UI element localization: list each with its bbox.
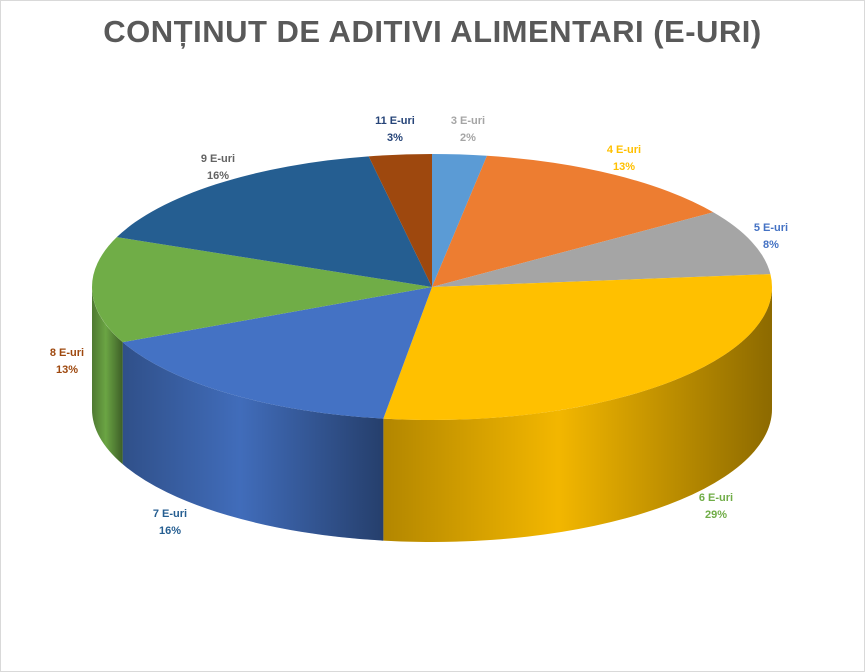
pie-slice-3-e-uri[interactable] xyxy=(432,154,487,287)
data-label-percent-8: 3% xyxy=(387,132,403,144)
data-label-name-5: 7 E-uri xyxy=(153,508,187,520)
data-label-percent-5: 16% xyxy=(159,525,181,537)
pie-slice-7-e-uri[interactable] xyxy=(122,287,433,419)
pie-side-shade-5 xyxy=(122,342,384,541)
data-label-name-2: 4 E-uri xyxy=(607,144,641,156)
data-label-name-7: 9 E-uri xyxy=(201,153,235,165)
pie-side-shade-6 xyxy=(92,287,123,465)
pie-slice-4-e-uri[interactable] xyxy=(432,155,714,287)
pie-slice-11-e-uri[interactable] xyxy=(368,154,432,287)
data-label-name-1: 3 E-uri xyxy=(451,115,485,127)
data-label-name-8: 11 E-uri xyxy=(375,115,415,127)
data-label-percent-6: 13% xyxy=(56,364,78,376)
pie-slice-8-e-uri[interactable] xyxy=(92,237,432,343)
data-labels: 3 E-uri 2% 4 E-uri 13% 5 E-uri 8% 6 E-uri 29% 7 … xyxy=(50,115,788,537)
data-label-percent-7: 16% xyxy=(207,170,229,182)
data-label-percent-3: 8% xyxy=(763,239,779,251)
pie-side xyxy=(92,287,773,542)
pie-top xyxy=(92,154,772,420)
pie-slice-5-e-uri[interactable] xyxy=(432,212,771,287)
pie-slice-9-e-uri[interactable] xyxy=(116,156,432,287)
pie-side-shade-4 xyxy=(383,287,773,542)
pie-slice-6-e-uri[interactable] xyxy=(383,274,772,420)
data-label-name-6: 8 E-uri xyxy=(50,347,84,359)
data-label-percent-1: 2% xyxy=(460,132,476,144)
chart-title: CONȚINUT DE ADITIVI ALIMENTARI (E-URI) xyxy=(103,14,762,49)
data-label-name-3: 5 E-uri xyxy=(754,222,788,234)
data-label-percent-2: 13% xyxy=(613,161,635,173)
data-label-name-4: 6 E-uri xyxy=(699,492,733,504)
data-label-percent-4: 29% xyxy=(705,509,727,521)
